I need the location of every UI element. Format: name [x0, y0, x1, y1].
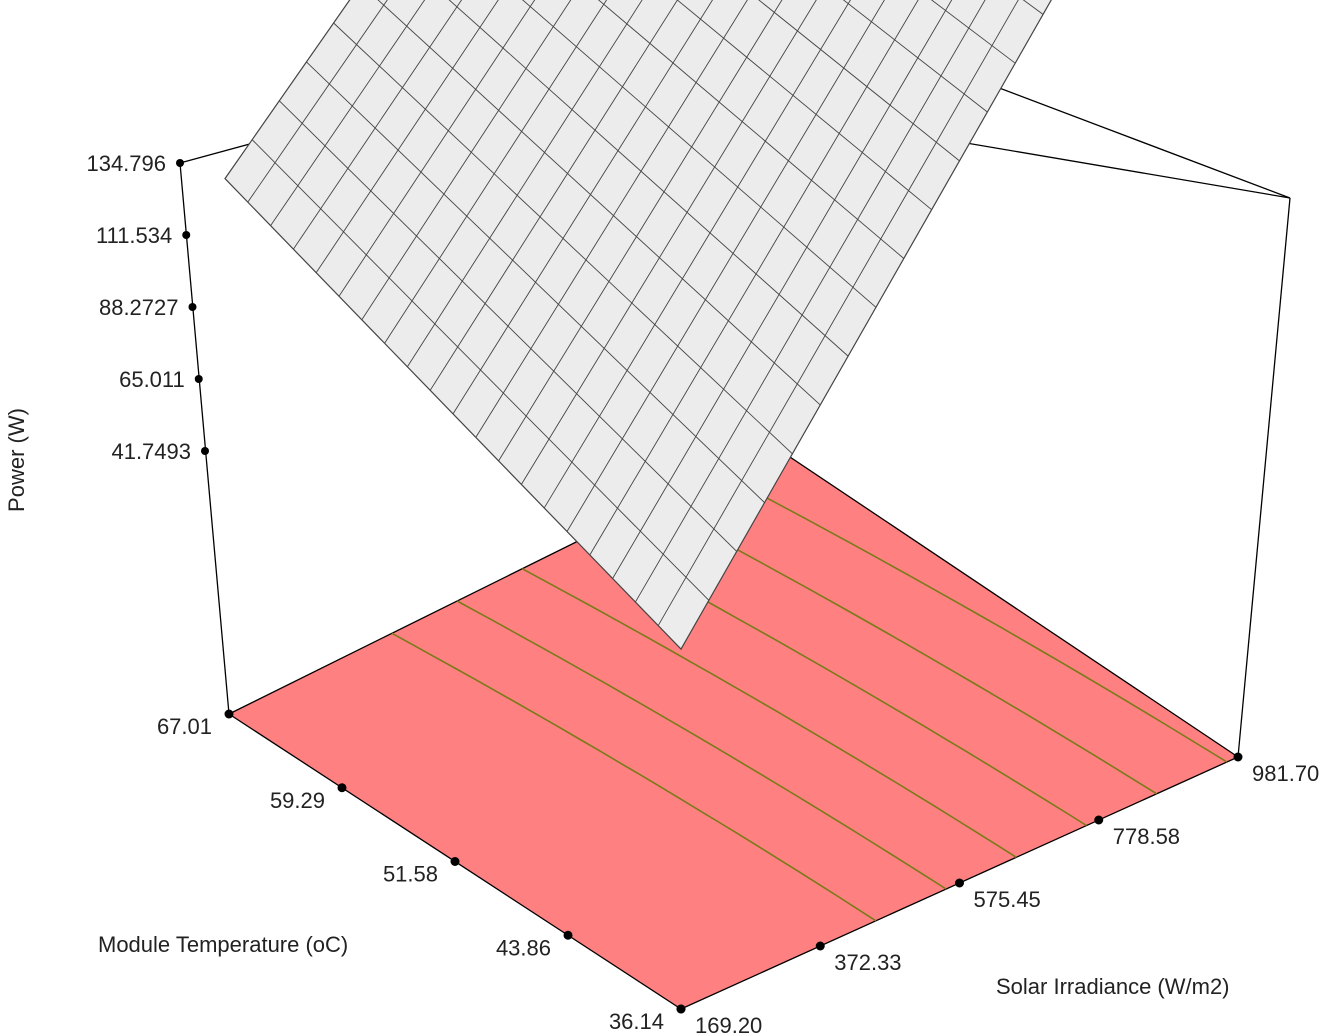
- y-tick-dot: [815, 941, 825, 951]
- surface-grid-line: [384, 0, 608, 344]
- x-tick-dot: [224, 709, 234, 719]
- surface-grid-line: [498, 0, 783, 462]
- z-tick-label: 134.796: [86, 151, 166, 176]
- x-axis-title: Module Temperature (oC): [98, 932, 348, 957]
- surface-grid-line: [452, 0, 714, 415]
- z-axis-title: Power (W): [4, 408, 29, 512]
- z-axis: 41.7493 65.011 88.2727 111.534 134.796: [86, 151, 209, 464]
- frame-left-vertical-edge: [179, 162, 230, 715]
- y-axis: 169.20 372.33 575.45 778.58 981.70: [676, 752, 1319, 1034]
- surface-grid-line: [589, 0, 919, 556]
- x-tick-label: 51.58: [383, 862, 438, 887]
- y-tick-dot: [1233, 752, 1243, 762]
- x-tick-dot: [563, 930, 573, 940]
- x-tick-label: 36.14: [609, 1009, 664, 1034]
- surface-grid-line: [657, 0, 1019, 626]
- z-tick-label: 65.011: [119, 367, 185, 392]
- surface-grid-line: [247, 0, 388, 203]
- surface-grid-line: [293, 0, 463, 250]
- surface-grid-line: [635, 0, 986, 603]
- surface-grid-line: [758, 0, 960, 162]
- contour-line: [391, 632, 877, 922]
- frame-right-vertical-edge: [1237, 197, 1291, 758]
- y-axis-title: Solar Irradiance (W/m2): [996, 974, 1230, 999]
- surface-grid-line: [930, 0, 1016, 64]
- x-tick-label: 59.29: [270, 788, 325, 813]
- y-tick-dot: [955, 878, 964, 888]
- surface-grid-line: [543, 0, 851, 509]
- x-tick-label: 43.86: [496, 935, 551, 960]
- z-tick-dot: [182, 231, 191, 239]
- surface-grid-line: [475, 0, 748, 438]
- surface-grid-line: [270, 0, 426, 226]
- y-tick-label: 169.20: [695, 1013, 762, 1034]
- response-surface: [224, 0, 1052, 651]
- y-tick-dot: [1094, 815, 1104, 825]
- z-tick-dot: [176, 159, 184, 167]
- z-tick-dot: [201, 447, 209, 455]
- y-tick-label: 575.45: [974, 887, 1041, 912]
- contour-line: [717, 471, 1228, 763]
- surface-grid-line: [521, 0, 817, 485]
- x-tick-dot: [450, 857, 460, 866]
- y-tick-label: 981.70: [1252, 761, 1319, 786]
- x-axis: 67.01 59.29 51.58 43.86 36.14: [157, 709, 686, 1034]
- y-tick-dot: [676, 1004, 686, 1014]
- contour-line: [521, 567, 1017, 858]
- x-tick-label: 67.01: [157, 714, 212, 739]
- z-tick-label: 111.534: [96, 223, 172, 248]
- z-tick-label: 41.7493: [111, 439, 191, 464]
- contour-line: [456, 600, 947, 890]
- surface-grid-line: [842, 0, 988, 113]
- surface-grid-line: [361, 0, 572, 320]
- z-tick-dot: [194, 375, 203, 383]
- surface-grid-line: [315, 0, 499, 273]
- x-tick-dot: [337, 783, 347, 793]
- y-tick-label: 372.33: [834, 950, 901, 975]
- contour-line: [652, 503, 1158, 795]
- z-tick-dot: [188, 303, 197, 311]
- surface-fill: [224, 0, 1052, 651]
- y-tick-label: 778.58: [1113, 824, 1180, 849]
- z-tick-label: 88.2727: [99, 295, 179, 320]
- surface-grid-line: [407, 0, 643, 368]
- surface-grid-line: [338, 0, 536, 297]
- surface-grid-line: [612, 0, 953, 579]
- surface-grid-line: [429, 0, 678, 391]
- surface-grid-line: [566, 0, 885, 532]
